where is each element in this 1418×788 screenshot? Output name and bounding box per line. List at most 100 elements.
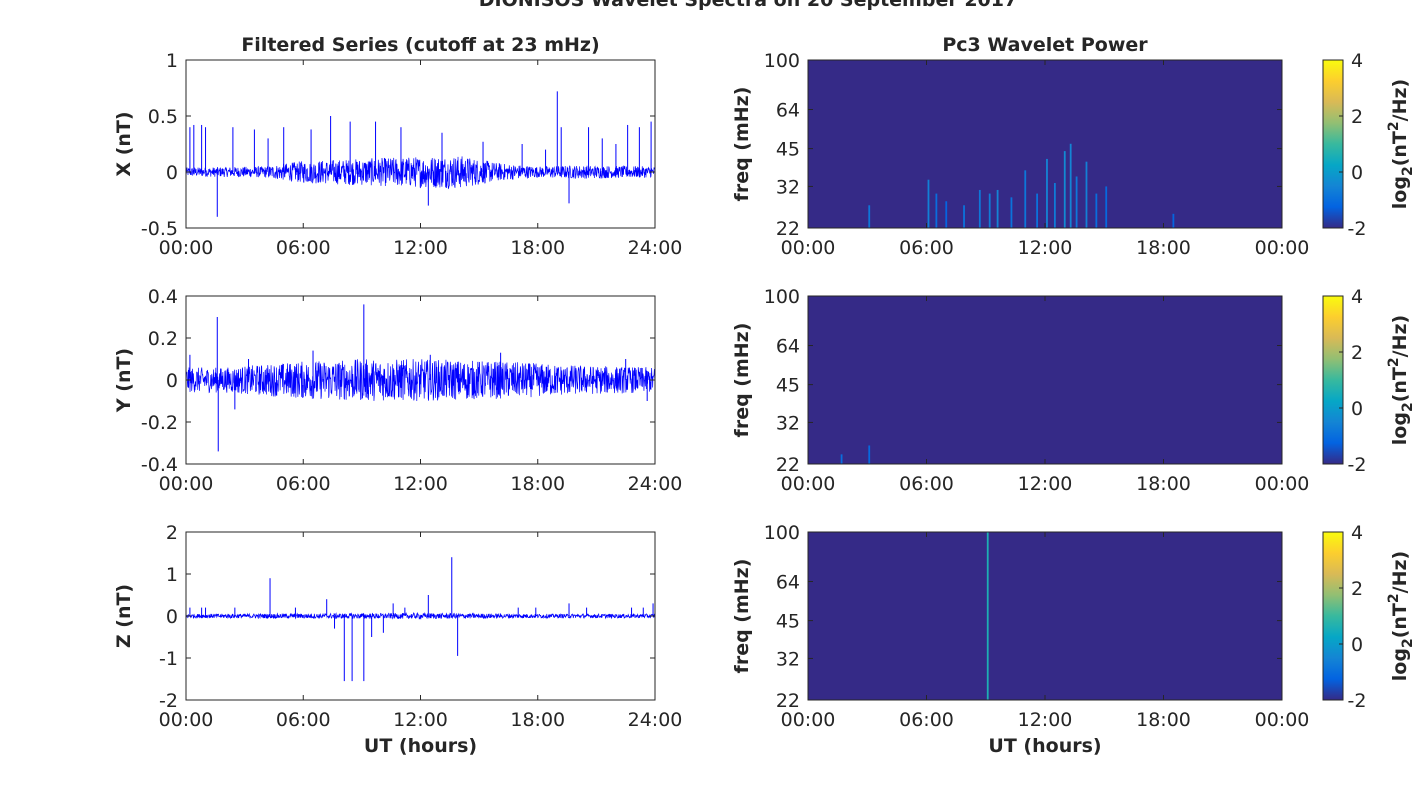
spectrum-x-tick-label: 06:00 — [899, 473, 954, 495]
colorbar-tick-label: 4 — [1351, 50, 1363, 72]
series-y-tick-label: -2 — [159, 690, 178, 712]
spectrum-event — [1046, 158, 1048, 228]
series-panel-2: 00:00 06:00 12:00 18:00 24:00 -0.4 -0.2 0 0.2 0.4… — [113, 286, 682, 495]
spectrum-event — [1063, 151, 1066, 228]
spectrum-event — [935, 193, 938, 228]
colorbar-tick-label: -2 — [1348, 218, 1367, 240]
spectrum-event — [963, 205, 965, 228]
spectrum-y-tick-label: 32 — [776, 412, 800, 434]
colorbar-label-tail: /Hz) — [1389, 315, 1411, 358]
colorbar-label-main: log — [1389, 648, 1411, 681]
colorbar-tick-label: 0 — [1351, 162, 1363, 184]
spectrum-x-tick-label: 06:00 — [899, 709, 954, 731]
colorbar-tick-label: 2 — [1351, 342, 1363, 364]
spectrum-event — [996, 189, 999, 228]
spectrum-y-tick-label: 100 — [764, 50, 800, 72]
colorbar-tick-label: 4 — [1351, 286, 1363, 308]
colorbar-label-inner: (nT — [1389, 367, 1411, 402]
colorbar-tick-label: 2 — [1351, 578, 1363, 600]
series-x-label: UT (hours) — [364, 735, 477, 757]
colorbar-label-sub: 2 — [1400, 402, 1416, 412]
spectrum-event — [868, 205, 871, 228]
spectrum-event — [840, 454, 843, 464]
spectrum-background — [808, 296, 1282, 464]
series-x-tick-label: 18:00 — [510, 237, 565, 259]
series-trace — [185, 611, 656, 620]
series-y-tick-label: 0.5 — [148, 106, 178, 128]
spectrum-background — [808, 60, 1282, 228]
colorbar-label-sup: 2 — [1386, 121, 1402, 131]
series-y-tick-label: -1 — [159, 648, 178, 670]
colorbar-label: log2(nT2/Hz) — [1386, 315, 1416, 445]
spectrum-x-tick-label: 18:00 — [1136, 473, 1191, 495]
series-y-tick-label: 0 — [166, 606, 178, 628]
series-title: Filtered Series (cutoff at 23 mHz) — [241, 34, 599, 56]
spectrum-y-label: freq (mHz) — [731, 323, 753, 438]
spectrum-event — [1105, 186, 1108, 228]
colorbar-label-inner: (nT — [1389, 603, 1411, 638]
series-y-tick-label: -0.2 — [141, 412, 178, 434]
series-y-tick-label: -0.5 — [141, 218, 178, 240]
spectrum-event — [1069, 143, 1072, 228]
spectrum-event — [988, 193, 991, 228]
series-x-tick-label: 06:00 — [276, 473, 331, 495]
colorbar-label-inner: (nT — [1389, 131, 1411, 166]
series-x-tick-label: 00:00 — [159, 473, 214, 495]
colorbar-label-sup: 2 — [1386, 357, 1402, 367]
series-y-tick-label: 0.4 — [148, 286, 178, 308]
spectrum-event — [986, 532, 989, 700]
series-y-label: Y (nT) — [113, 348, 135, 413]
series-x-tick-label: 12:00 — [393, 237, 448, 259]
colorbar — [1322, 531, 1344, 701]
spectrum-event — [927, 179, 930, 228]
series-x-tick-label: 12:00 — [393, 709, 448, 731]
spectrum-event — [945, 201, 948, 228]
spectrum-event — [868, 445, 871, 464]
figure-title: DIONISOS Wavelet Spectra on 20 September… — [479, 0, 1017, 11]
spectrum-x-tick-label: 18:00 — [1136, 709, 1191, 731]
series-x-tick-label: 18:00 — [510, 473, 565, 495]
spectrum-event — [1085, 161, 1088, 228]
series-panel-0: 00:00 06:00 12:00 18:00 24:00 -0.5 0 0.5 1 Filter… — [113, 34, 682, 259]
series-y-tick-label: 0.2 — [148, 328, 178, 350]
colorbar — [1322, 59, 1344, 229]
colorbar-tick-label: 0 — [1351, 634, 1363, 656]
spectrum-y-tick-label: 64 — [776, 100, 800, 122]
spectrum-x-tick-label: 18:00 — [1136, 237, 1191, 259]
spectrum-x-tick-label: 00:00 — [781, 237, 836, 259]
colorbar-tick-label: 4 — [1351, 522, 1363, 544]
series-frame — [185, 59, 656, 229]
series-trace — [185, 359, 656, 401]
spectrum-event — [978, 189, 981, 228]
series-x-tick-label: 00:00 — [159, 709, 214, 731]
colorbar-tick-label: 2 — [1351, 106, 1363, 128]
spectrum-y-label: freq (mHz) — [731, 559, 753, 674]
series-x-tick-label: 12:00 — [393, 473, 448, 495]
series-trace — [185, 156, 656, 190]
spectrum-y-tick-label: 32 — [776, 176, 800, 198]
spectrum-x-label: UT (hours) — [988, 735, 1101, 757]
spectrum-event — [1010, 197, 1013, 228]
colorbar-label-main: log — [1389, 176, 1411, 209]
spectrum-event — [1053, 183, 1056, 228]
spectrum-x-tick-label: 00:00 — [1255, 237, 1310, 259]
colorbar-tick-label: 0 — [1351, 398, 1363, 420]
spectrum-event — [1036, 193, 1038, 228]
spectrum-event — [1095, 193, 1098, 228]
spectrum-x-tick-label: 12:00 — [1018, 709, 1073, 731]
spectrum-event — [1075, 176, 1078, 228]
spectrum-y-tick-label: 64 — [776, 572, 800, 594]
spectrum-y-tick-label: 22 — [776, 690, 800, 712]
spectrum-x-tick-label: 06:00 — [899, 237, 954, 259]
spectrum-y-label: freq (mHz) — [731, 87, 753, 202]
spectrum-y-tick-label: 64 — [776, 336, 800, 358]
spectrum-y-tick-label: 22 — [776, 218, 800, 240]
series-x-tick-label: 06:00 — [276, 237, 331, 259]
spectrum-y-tick-label: 32 — [776, 648, 800, 670]
colorbar-label-sub: 2 — [1400, 166, 1416, 176]
spectrum-y-tick-label: 45 — [776, 375, 800, 397]
spectrum-y-tick-label: 45 — [776, 611, 800, 633]
series-x-tick-label: 06:00 — [276, 709, 331, 731]
